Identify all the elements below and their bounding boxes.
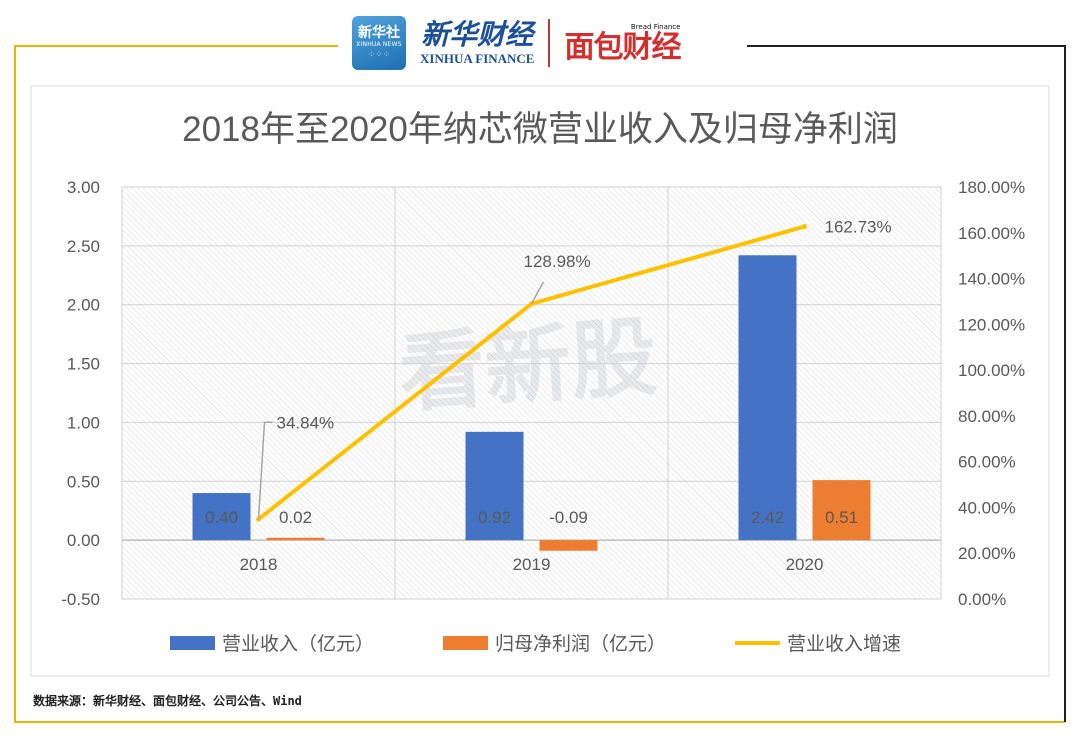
y-right-tick-label: 20.00% — [958, 544, 1016, 563]
y-left-tick-label: 2.50 — [67, 237, 100, 256]
y-left-tick-label: 2.00 — [67, 296, 100, 315]
bar-profit-2018 — [266, 537, 325, 541]
y-left-tick-label: 0.50 — [67, 472, 100, 491]
x-tick-label: 2020 — [786, 555, 824, 574]
y-left-tick-label: -0.50 — [61, 590, 100, 609]
bread-finance-en: Bread Finance — [630, 22, 681, 31]
y-right-tick-label: 120.00% — [958, 315, 1025, 334]
y-right-tick-label: 100.00% — [958, 361, 1025, 380]
growth-label: 128.98% — [524, 252, 591, 271]
bar-revenue-label: 0.92 — [478, 508, 511, 527]
growth-point-2020 — [802, 224, 807, 230]
x-tick-label: 2019 — [513, 555, 551, 574]
network-dots-icon: ⁘⁘⁘ — [367, 50, 391, 60]
xinhua-news-logo: 新华社 XINHUA NEWS ⁘⁘⁘ — [352, 16, 406, 70]
xinhua-badge-text: 新华社 — [358, 25, 400, 41]
plot-area-hatch — [122, 187, 941, 599]
bar-revenue-2018 — [192, 493, 251, 541]
bar-revenue-label: 2.42 — [751, 508, 784, 527]
bar-profit-label: 0.02 — [279, 508, 312, 527]
legend-profit-swatch — [443, 636, 488, 650]
y-right-tick-label: 180.00% — [958, 178, 1025, 197]
bar-profit-2019 — [539, 540, 598, 551]
y-left-tick-label: 3.00 — [67, 178, 100, 197]
y-right-tick-label: 60.00% — [958, 453, 1016, 472]
bar-profit-label: 0.51 — [825, 508, 858, 527]
y-right-tick-label: 80.00% — [958, 407, 1016, 426]
y-right-tick-label: 0.00% — [958, 590, 1006, 609]
growth-label: 34.84% — [277, 413, 335, 432]
y-left-tick-label: 1.00 — [67, 413, 100, 432]
x-tick-label: 2018 — [240, 555, 278, 574]
watermark-text: 看新股 — [396, 309, 660, 423]
y-left-tick-label: 1.50 — [67, 355, 100, 374]
y-right-tick-label: 40.00% — [958, 498, 1016, 517]
bar-revenue-label: 0.40 — [205, 508, 238, 527]
y-right-tick-label: 160.00% — [958, 224, 1025, 243]
growth-label: 162.73% — [825, 218, 892, 237]
logo-divider — [548, 19, 551, 67]
bread-finance-logo: Bread Finance 面包财经 — [564, 22, 681, 65]
xinhua-badge-en: XINHUA NEWS — [356, 41, 402, 48]
y-right-tick-label: 140.00% — [958, 270, 1025, 289]
legend-revenue-label: 营业收入（亿元） — [222, 633, 374, 655]
data-source: 数据来源：新华财经、面包财经、公司公告、Wind — [33, 694, 302, 708]
xinhua-finance-logo: 新华财经 XINHUA FINANCE — [420, 19, 534, 67]
header-logos: 新华社 XINHUA NEWS ⁘⁘⁘ 新华财经 XINHUA FINANCE … — [350, 12, 745, 74]
chart-title: 2018年至2020年纳芯微营业收入及归母净利润 — [182, 110, 898, 149]
legend-revenue-swatch — [170, 636, 215, 650]
legend-growth-label: 营业收入增速 — [787, 633, 901, 655]
bar-profit-label: -0.09 — [549, 508, 588, 527]
leader-line — [257, 421, 273, 520]
legend-profit-label: 归母净利润（亿元） — [495, 633, 666, 655]
bread-finance-cn: 面包财经 — [564, 29, 681, 65]
frame-border-yellow — [14, 45, 1065, 723]
bar-revenue-2020 — [738, 255, 797, 541]
bar-revenue-2019 — [465, 431, 524, 541]
xinhua-finance-en: XINHUA FINANCE — [420, 51, 535, 66]
y-left-tick-label: 0.00 — [67, 531, 100, 550]
bar-profit-2020 — [812, 480, 871, 541]
leader-line — [530, 281, 545, 305]
xinhua-finance-cn: 新华财经 — [421, 18, 534, 51]
frame-border-black — [747, 45, 1066, 722]
